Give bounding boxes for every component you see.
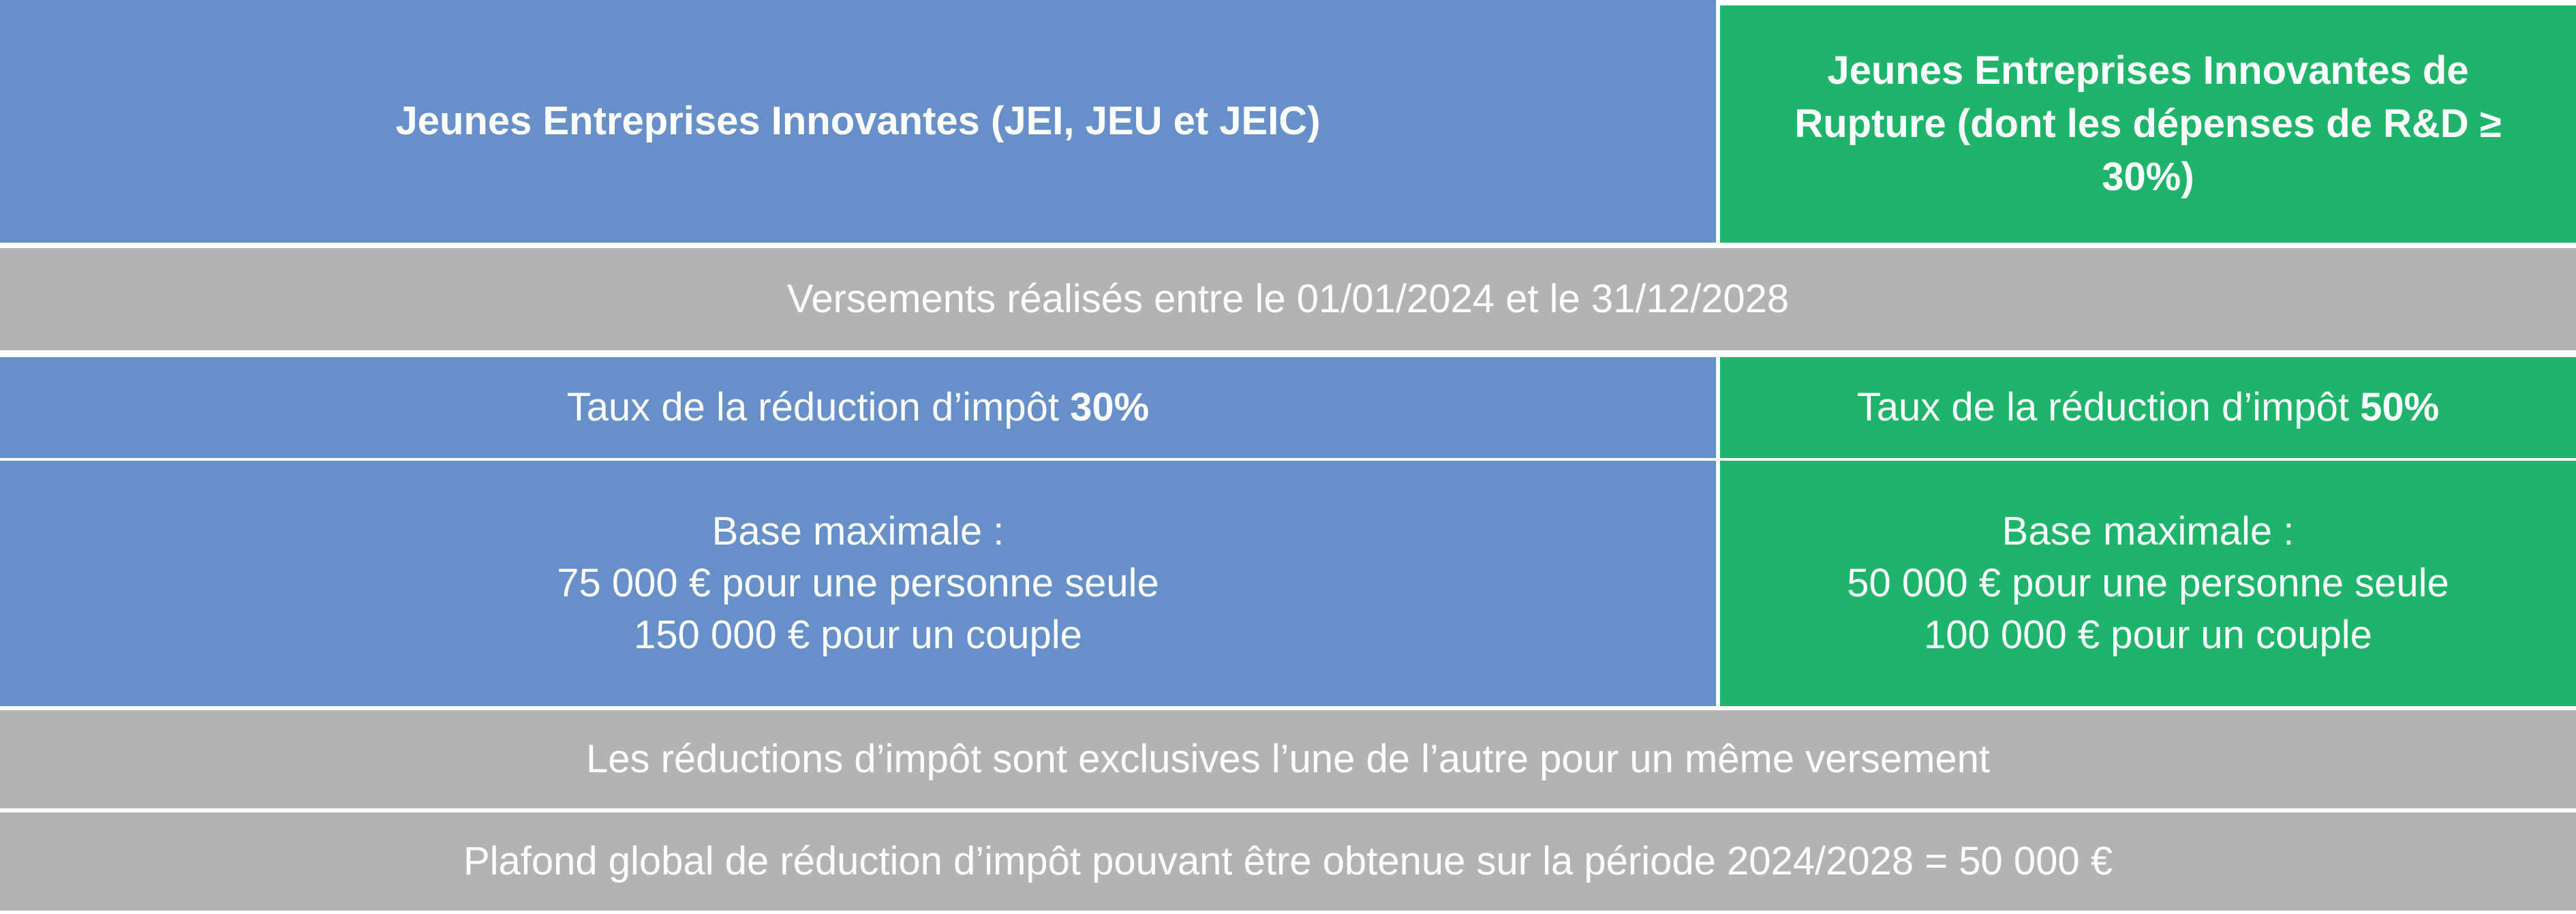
base-jeir-single: 50 000 € pour une personne seule [1847,561,2449,605]
rate-jeir-value: 50% [2360,385,2440,429]
header-jeir-line-3: 30%) [2102,155,2194,199]
header-jeir-line-1: Jeunes Entreprises Innovantes de [1827,48,2469,93]
base-jei-single: 75 000 € pour une personne seule [557,561,1159,605]
header-jeir-line-2: Rupture (dont les dépenses de R&D ≥ [1794,102,2502,146]
cap-text: Plafond global de réduction d’impôt pouv… [463,839,2113,883]
header-jei-label: Jeunes Entreprises Innovantes (JEI, JEU … [395,99,1321,143]
rate-jeir-prefix: Taux de la réduction d’impôt [1856,385,2361,429]
rate-jeir: Taux de la réduction d’impôt 50% [1720,357,2576,458]
base-jei: Base maximale : 75 000 € pour une person… [0,461,1716,706]
header-jeir: Jeunes Entreprises Innovantes de Rupture… [1720,5,2576,243]
exclusivity-row: Les réductions d’impôt sont exclusives l… [0,710,2576,808]
base-jei-couple: 150 000 € pour un couple [634,613,1082,657]
rate-jei: Taux de la réduction d’impôt 30% [0,357,1716,458]
cap-row: Plafond global de réduction d’impôt pouv… [0,812,2576,911]
rate-jei-text: Taux de la réduction d’impôt 30% [567,382,1149,433]
base-jeir-title: Base maximale : [2002,509,2295,553]
rate-jeir-text: Taux de la réduction d’impôt 50% [1857,382,2439,433]
period-text: Versements réalisés entre le 01/01/2024 … [786,277,1790,321]
base-jeir: Base maximale : 50 000 € pour une person… [1720,461,2576,706]
base-jeir-couple: 100 000 € pour un couple [1924,613,2372,657]
rate-jei-prefix: Taux de la réduction d’impôt [566,385,1071,429]
period-row: Versements réalisés entre le 01/01/2024 … [0,248,2576,350]
header-jei: Jeunes Entreprises Innovantes (JEI, JEU … [0,0,1716,243]
rate-jei-value: 30% [1070,385,1150,429]
exclusivity-text: Les réductions d’impôt sont exclusives l… [585,737,1991,781]
base-jei-title: Base maximale : [711,509,1005,553]
